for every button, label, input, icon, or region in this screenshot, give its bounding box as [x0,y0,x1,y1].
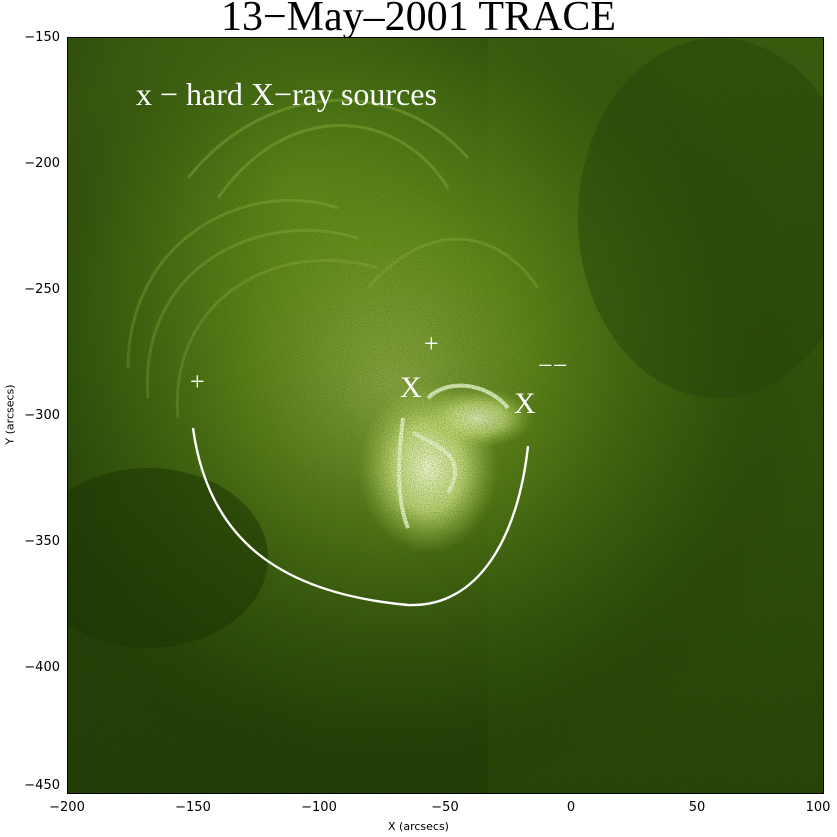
x-tick-label: −200 [49,800,85,815]
x-tick-label: −100 [301,800,337,815]
y-tick-label: −150 [24,30,60,45]
y-tick-label: −200 [24,156,60,171]
y-tick-label: −250 [24,282,60,297]
dash-marker-right: −− [538,351,567,380]
x-tick-label: 0 [566,800,576,815]
image-title: 13−May–2001 TRACE [220,0,617,40]
x-tick-label: 50 [688,800,706,815]
x-tick-label: −150 [175,800,211,815]
trace-euv-image: + + −− X X [68,38,823,793]
solar-image-panel: + + −− X X x − hard X−ray sources [67,37,824,794]
y-axis-label: Y (arcsecs) [3,384,17,445]
plus-marker-top: + [424,329,439,358]
hxr-source-marker-1: X [400,371,422,404]
y-tick-label: −350 [24,534,60,549]
x-axis-label: X (arcsecs) [388,820,449,833]
y-tick-label: −300 [24,408,60,423]
x-tick-label: 100 [805,800,831,815]
plus-marker-left: + [190,367,205,396]
hxr-source-marker-2: X [514,387,536,420]
y-tick-label: −450 [24,778,60,793]
y-tick-label: −400 [24,660,60,675]
flare-ribbon-curve [191,427,530,607]
x-tick-label: −50 [431,800,459,815]
legend-annotation: x − hard X−ray sources [136,76,437,112]
